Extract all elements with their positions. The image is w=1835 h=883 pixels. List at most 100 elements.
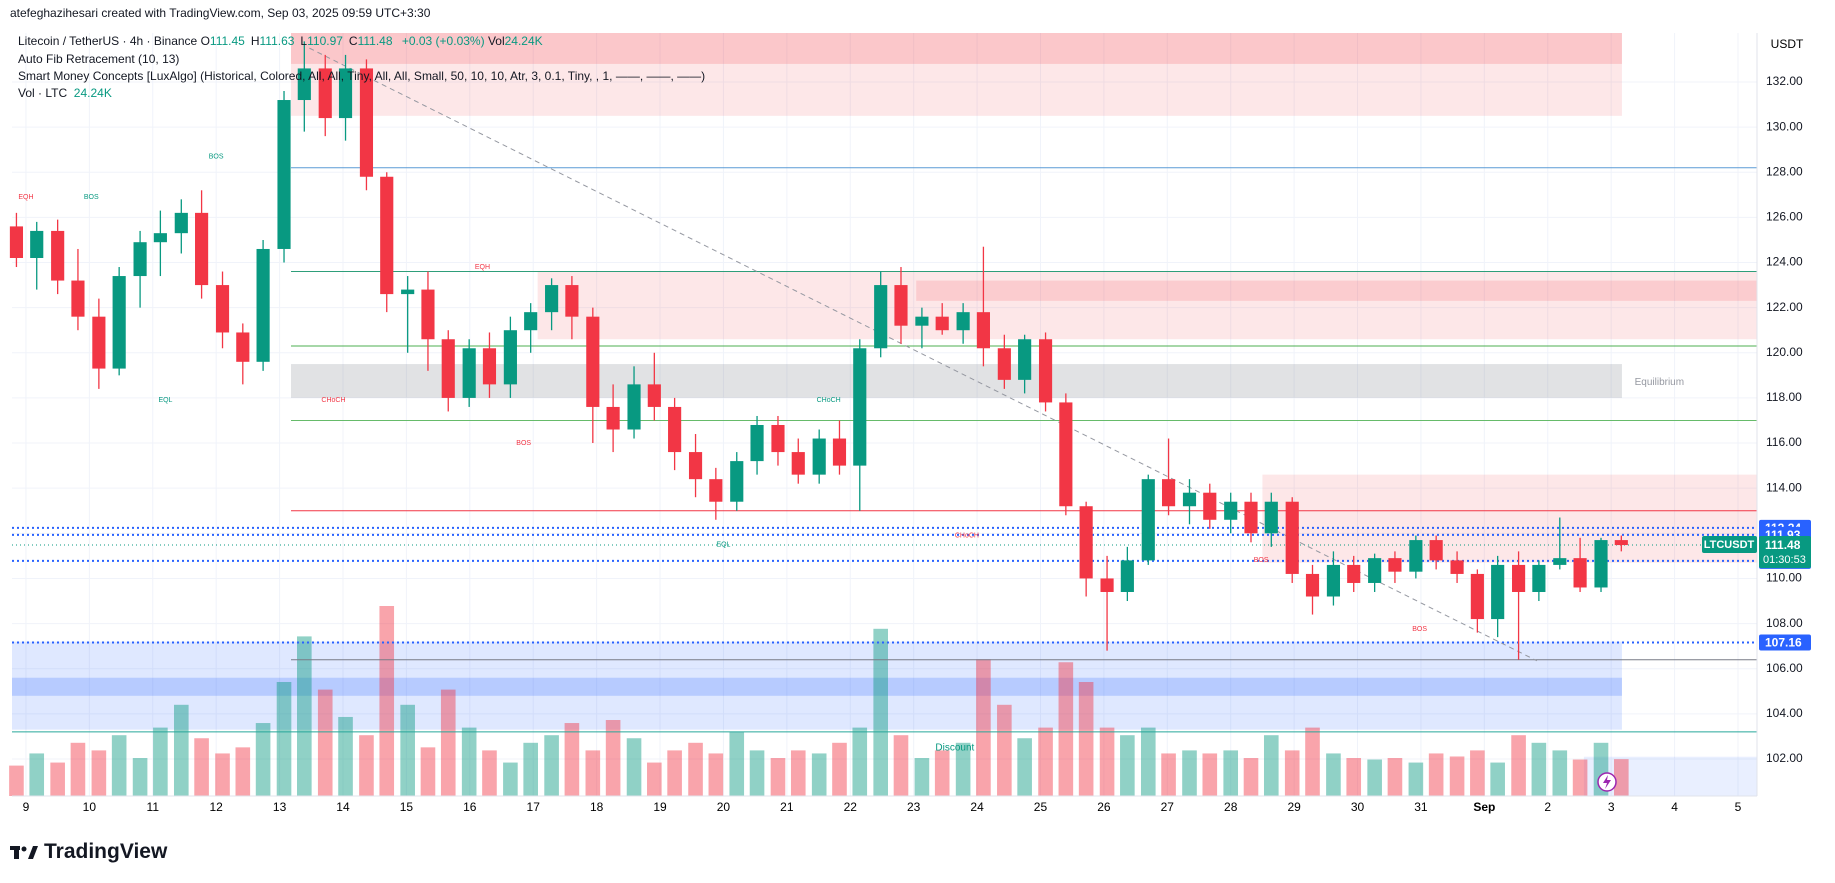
last-price-label: 111.48: [1765, 538, 1801, 552]
candle-body: [709, 479, 723, 502]
x-tick-label: 23: [907, 800, 921, 814]
volume-bar: [1243, 758, 1259, 796]
candle-body: [195, 212, 209, 286]
structure-label: BOS: [209, 153, 224, 160]
y-tick-label: 128.00: [1766, 164, 1803, 178]
y-tick-label: 118.00: [1766, 390, 1802, 404]
volume-bar: [1120, 735, 1135, 796]
candle-body: [668, 406, 682, 453]
legend-line: Litecoin / TetherUS · 4h · Binance O111.…: [18, 34, 543, 48]
candle-body: [359, 68, 374, 177]
structure-label: CHoCH: [955, 532, 979, 539]
x-tick-label: 20: [717, 800, 731, 814]
change: +0.03 (+0.03%): [401, 34, 485, 48]
symbol-tag: [1702, 536, 1757, 554]
volume-bar: [1182, 750, 1197, 796]
volume-bar: [1614, 759, 1629, 796]
volume-bar: [832, 742, 847, 796]
vol-value: 24.24K: [504, 34, 543, 48]
ohlc: O111.45 H111.63 L110.97 C111.48: [201, 34, 399, 48]
candle-body: [401, 289, 415, 295]
x-tick-label: 9: [23, 800, 30, 814]
volume-bar: [873, 628, 889, 796]
volume-bar: [1387, 758, 1403, 796]
y-tick-label: 104.00: [1766, 706, 1803, 720]
volume-bar: [482, 750, 497, 796]
brand-name: TradingView: [44, 840, 168, 863]
x-tick-label: 12: [209, 800, 223, 814]
brand-logo: [10, 846, 38, 859]
y-tick-label: 108.00: [1766, 616, 1803, 630]
volume-bar: [1099, 727, 1115, 796]
credit: atefeghazihesari created with TradingVie…: [10, 6, 431, 20]
zone: [12, 677, 1622, 696]
volume-bar: [1511, 735, 1526, 796]
x-tick-label: 3: [1608, 800, 1615, 814]
candle-body: [1368, 558, 1382, 583]
x-tick-label: Sep: [1473, 800, 1495, 814]
brand[interactable]: TradingView: [10, 840, 167, 864]
volume-bar: [338, 716, 353, 796]
vol-indicator[interactable]: Vol · LTC 24.24K: [18, 86, 112, 100]
volume-bar: [400, 704, 415, 796]
volume-bar: [1078, 682, 1094, 796]
volume-bar: [1263, 735, 1279, 796]
volume-bar: [440, 689, 456, 796]
symbol[interactable]: Litecoin / TetherUS · 4h · Binance: [18, 34, 198, 48]
structure-label: BOS: [1254, 557, 1269, 564]
candle-body: [297, 68, 311, 101]
volume-bar: [297, 636, 312, 796]
candle-body: [1326, 564, 1341, 597]
volume-bar: [790, 750, 806, 796]
volume-bar: [1572, 759, 1588, 796]
x-tick-label: 30: [1351, 800, 1365, 814]
y-tick-label: 122.00: [1766, 300, 1803, 314]
candle-body: [1079, 506, 1093, 579]
volume-bar: [359, 735, 374, 796]
candle-body: [51, 230, 65, 281]
candle-body: [1203, 492, 1217, 520]
countdown: 01:30:53: [1763, 554, 1806, 566]
price-tag-label: 107.16: [1765, 636, 1802, 650]
alert-bolt: [1603, 775, 1611, 789]
candle-body: [277, 100, 291, 249]
volume-bar: [317, 689, 333, 796]
candle-body: [256, 248, 270, 362]
candle-body: [1388, 558, 1402, 572]
x-tick-label: 21: [780, 800, 794, 814]
symbol-tag-label: LTCUSDT: [1704, 539, 1755, 551]
y-tick-label: 132.00: [1766, 74, 1803, 88]
last-price-tag: [1759, 536, 1811, 569]
candle-body: [915, 316, 929, 326]
volume-bar: [914, 758, 930, 796]
x-tick-label: 17: [527, 800, 541, 814]
candle-body: [853, 348, 867, 466]
y-tick-label: 114.00: [1766, 480, 1802, 494]
volume-bar: [729, 732, 745, 796]
price-axis-bg: [1757, 0, 1835, 796]
volume-bar: [1428, 753, 1444, 796]
candle-body: [976, 312, 990, 349]
volume-bar: [1058, 662, 1074, 796]
volume-bar: [626, 738, 642, 796]
volume-bar: [1038, 727, 1053, 796]
zone: [916, 280, 1757, 301]
candle-body: [1532, 564, 1546, 592]
y-tick-label: 110.00: [1766, 571, 1802, 585]
indicator[interactable]: Smart Money Concepts [LuxAlgo] (Historic…: [18, 69, 706, 83]
candle-body: [441, 339, 455, 398]
volume-bar: [564, 723, 580, 796]
x-tick-label: 14: [336, 800, 350, 814]
candle-body: [1594, 540, 1608, 588]
volume-bar: [235, 747, 251, 796]
indicator[interactable]: Auto Fib Retracement (10, 13): [18, 52, 180, 66]
candle-body: [133, 242, 147, 277]
candle-body: [1182, 492, 1197, 507]
volume-bar: [503, 762, 518, 796]
candle-body: [30, 230, 44, 258]
y-tick-label: 130.00: [1766, 119, 1803, 133]
volume-bar: [1326, 753, 1341, 796]
candle-body: [1264, 501, 1278, 534]
